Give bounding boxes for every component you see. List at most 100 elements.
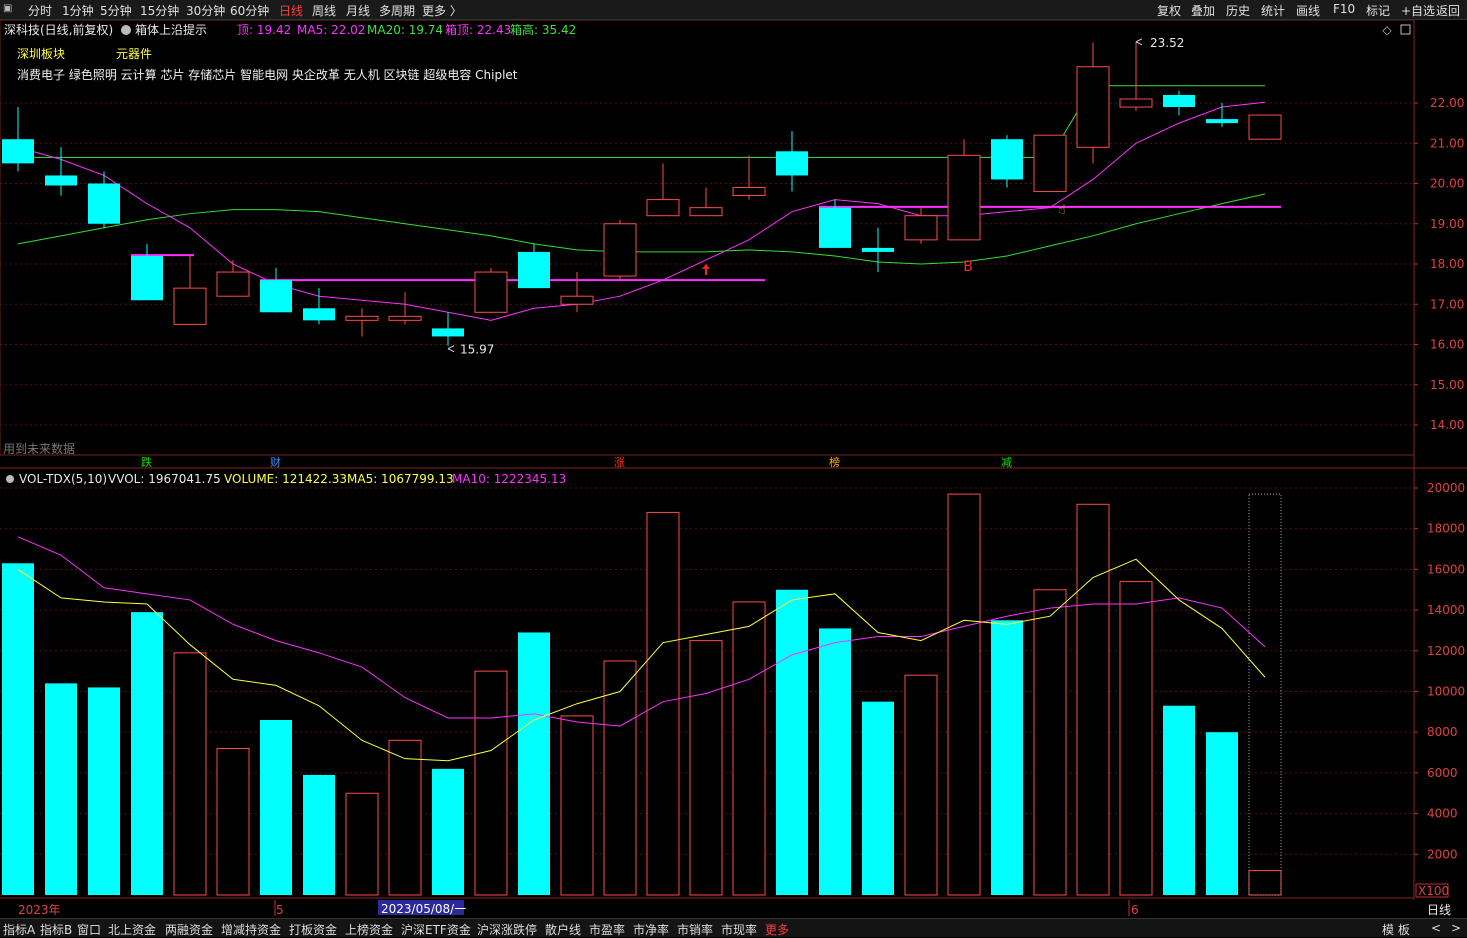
price-axis-label: 16.00 xyxy=(1430,338,1464,352)
volume-bar-up xyxy=(1248,870,1282,896)
event-marker-1: 财 xyxy=(270,455,281,469)
volume-unit: X100 xyxy=(1418,884,1449,898)
high-price-label: 23.52 xyxy=(1150,36,1184,50)
bottom-tab-11[interactable]: 市盈率 xyxy=(589,923,626,937)
volume-bar-down xyxy=(303,774,335,895)
candle-body-up xyxy=(1076,66,1110,148)
bottom-tab-5[interactable]: 增减持资金 xyxy=(221,923,282,937)
candle-body-down xyxy=(776,151,808,176)
bottom-tab-12[interactable]: 市净率 xyxy=(633,923,670,937)
bottom-tab-1[interactable]: 指标B xyxy=(40,923,73,937)
volume-bar-up xyxy=(732,601,766,896)
bottom-tab-4[interactable]: 两融资金 xyxy=(165,923,214,937)
volume-toggle-icon xyxy=(6,475,14,483)
volume-bar-down xyxy=(819,628,851,895)
candle-body-up xyxy=(1119,98,1153,108)
volume-bar-down xyxy=(45,683,77,895)
bottom-tab-3[interactable]: 北上资金 xyxy=(108,923,157,937)
volume-bar-down xyxy=(2,563,34,895)
bottom-nav-2[interactable]: > xyxy=(1451,921,1462,935)
bottom-tab-15[interactable]: 更多 xyxy=(765,923,790,937)
header-field-6: 箱高: 35.42 xyxy=(510,22,576,37)
bottom-tabs: 指标A 指标B 窗口 北上资金 两融资金 增减持资金 打板资金 上榜资金 沪深ETF资金 沪深涨跌… xyxy=(0,918,1467,937)
vol-ma10-line xyxy=(17,536,1266,727)
period-tab-1[interactable]: 1分钟 xyxy=(62,4,94,18)
volume-header-4: MA10: 1222345.13 xyxy=(452,472,566,486)
date-cursor-label: 2023/05/08/一 xyxy=(381,902,466,916)
period-tab-5[interactable]: 60分钟 xyxy=(230,4,270,18)
volume-bar-up xyxy=(947,493,981,896)
candle-body-down xyxy=(260,280,292,313)
candle-body-up xyxy=(732,187,766,197)
bottom-tab-8[interactable]: 沪深ETF资金 xyxy=(401,923,471,937)
volume-axis-label: 10000 xyxy=(1427,685,1465,699)
period-tab-0[interactable]: 分时 xyxy=(28,4,53,18)
bottom-tab-0[interactable]: 指标A xyxy=(3,923,36,937)
candle-body-down xyxy=(432,328,464,337)
tool-button-2[interactable]: 历史 xyxy=(1226,4,1251,18)
volume-bar-projected xyxy=(1248,493,1282,896)
period-tab-9[interactable]: 多周期 xyxy=(379,4,416,18)
tool-button-4[interactable]: 画线 xyxy=(1296,4,1321,18)
menu-icon[interactable]: ▣ xyxy=(3,3,13,14)
tool-button-3[interactable]: 统计 xyxy=(1261,4,1286,18)
volume-bar-up xyxy=(216,747,250,896)
candle-body-down xyxy=(2,139,34,164)
bottom-tab-14[interactable]: 市现率 xyxy=(721,923,758,937)
volume-bar-down xyxy=(131,612,163,895)
volume-bar-up xyxy=(560,715,594,896)
price-axis-label: 14.00 xyxy=(1430,418,1464,432)
date-axis-month-6: 6 xyxy=(1131,903,1139,917)
header-field-0: 深科技(日线,前复权) xyxy=(4,22,113,37)
sector-board: 深圳板块 xyxy=(17,47,65,61)
candle-body-up xyxy=(689,207,723,217)
candle-body-up xyxy=(474,271,508,313)
period-tab-7[interactable]: 周线 xyxy=(312,4,337,18)
bottom-tab-2[interactable]: 窗口 xyxy=(77,923,102,937)
date-axis-month-5: 5 xyxy=(276,903,284,917)
candle-body-down xyxy=(131,255,163,301)
period-tab-6[interactable]: 日线 xyxy=(279,4,304,18)
volume-axis-label: 12000 xyxy=(1427,644,1465,658)
ma5-line xyxy=(17,101,1266,321)
price-axis-label: 15.00 xyxy=(1430,378,1464,392)
bottom-tab-9[interactable]: 沪深涨跌停 xyxy=(477,923,538,937)
price-axis-label: 19.00 xyxy=(1430,217,1464,231)
price-axis-label: 22.00 xyxy=(1430,96,1464,110)
bottom-nav-1[interactable]: < xyxy=(1431,921,1442,935)
candle-body-up xyxy=(947,154,981,241)
bottom-tab-10[interactable]: 散户线 xyxy=(545,923,582,937)
tool-button-7[interactable]: +自选 xyxy=(1401,4,1436,18)
volume-bar-up xyxy=(646,511,680,896)
volume-axis-label: 2000 xyxy=(1427,847,1458,861)
bottom-tab-7[interactable]: 上榜资金 xyxy=(345,923,394,937)
volume-bar-down xyxy=(260,719,292,895)
period-tab-4[interactable]: 30分钟 xyxy=(186,4,226,18)
candle-body-down xyxy=(1206,119,1238,124)
volume-axis-label: 14000 xyxy=(1427,603,1465,617)
tool-button-8[interactable]: 返回 xyxy=(1436,4,1461,18)
buy-marker: B xyxy=(963,259,973,275)
candle-body-up xyxy=(646,199,680,217)
period-tab-2[interactable]: 5分钟 xyxy=(100,4,132,18)
period-tab-10[interactable]: 更多 〉 xyxy=(422,4,462,18)
event-marker-4: 减 xyxy=(1001,456,1012,469)
bottom-tab-13[interactable]: 市销率 xyxy=(677,923,714,937)
price-axis-label: 20.00 xyxy=(1430,177,1464,191)
candle-body-down xyxy=(991,139,1023,180)
volume-bar-up xyxy=(603,660,637,896)
candle-body-up xyxy=(216,271,250,297)
period-tab-8[interactable]: 月线 xyxy=(346,4,371,18)
tool-button-1[interactable]: 叠加 xyxy=(1191,4,1216,18)
window-icon xyxy=(1400,24,1411,35)
price-axis-label: 21.00 xyxy=(1430,136,1464,150)
chart-area[interactable]: 22.00 21.00 20.00 19.00 18.00 17.00 16.00 15.00… xyxy=(0,20,1467,918)
volume-bar-down xyxy=(88,687,120,895)
tool-button-6[interactable]: 标记 xyxy=(1366,4,1391,18)
tool-button-0[interactable]: 复权 xyxy=(1157,4,1182,18)
tool-button-5[interactable]: F10 xyxy=(1333,2,1356,16)
period-tab-3[interactable]: 15分钟 xyxy=(140,4,180,18)
bottom-tab-6[interactable]: 打板资金 xyxy=(289,923,338,937)
bottom-nav-0[interactable]: 模 板 xyxy=(1382,923,1410,937)
volume-axis-label: 16000 xyxy=(1427,562,1465,576)
